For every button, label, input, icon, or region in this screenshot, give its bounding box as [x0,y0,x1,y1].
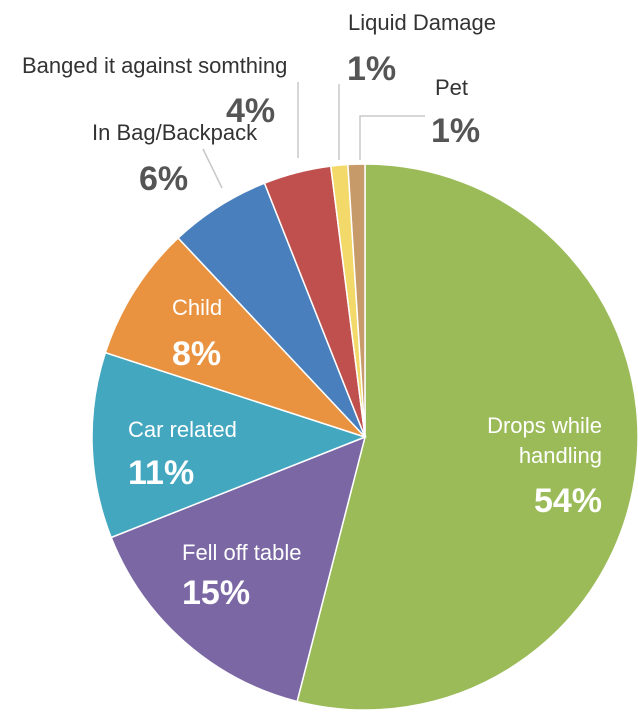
slice-labels: Drops while handling 54% Fell off table 15% C… [22,10,602,612]
value-label-fell-off-table: 15% [182,574,250,612]
label-in-bag-backpack: In Bag/Backpack [92,120,258,145]
slice-fell-off-table [110,435,367,703]
slice-drops-while-handling [296,163,638,711]
label-pet: Pet [435,75,468,100]
slice-pet [347,163,366,438]
value-label-pet: 1% [431,112,480,150]
leader-line-in-bag-backpack [202,148,223,189]
value-label-banged-it-against-somthing: 4% [226,92,275,130]
label-fell-off-table: Fell off table [182,540,301,565]
slice-child [104,236,366,438]
pie-slices [91,163,638,711]
label-car-related: Car related [128,417,237,442]
value-label-car-related: 11% [128,454,194,492]
label-drops-while-handling-line-2: handling [519,443,602,468]
label-liquid-damage: Liquid Damage [348,10,496,35]
leader-lines [202,82,425,189]
leader-line-pet [359,115,425,160]
value-label-child: 8% [172,335,221,373]
label-child: Child [172,295,222,320]
value-label-liquid-damage: 1% [347,50,396,88]
value-label-in-bag-backpack: 6% [139,160,188,198]
label-drops-while-handling-line-1: Drops while [487,413,602,438]
value-label-drops-while-handling: 54% [534,482,602,520]
label-banged-it-against-somthing: Banged it against somthing [22,53,287,78]
slice-car-related [91,351,368,539]
